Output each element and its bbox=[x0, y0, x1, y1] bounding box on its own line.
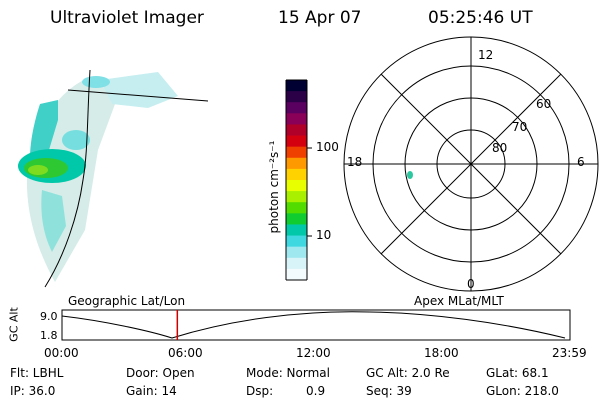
timeline-ytick-top: 9.0 bbox=[40, 310, 58, 323]
dsp-info-value: 0.9 bbox=[306, 384, 326, 398]
colorbar-segment bbox=[286, 113, 307, 125]
time-label: 05:25:46 UT bbox=[428, 8, 533, 28]
colorbar-segment bbox=[286, 135, 307, 148]
colorbar-tick-10: 10 bbox=[316, 228, 332, 242]
colorbar-unit-label: photon cm⁻²s⁻¹ bbox=[267, 140, 281, 234]
timeline-left-label: Geographic Lat/Lon bbox=[68, 294, 186, 308]
lat-label-70: 70 bbox=[512, 120, 528, 134]
polar-aurora-spot bbox=[407, 171, 413, 179]
mlt-label-6: 6 bbox=[577, 155, 585, 169]
glat-info: GLat: 68.1 bbox=[486, 366, 549, 380]
gain-info: Gain: 14 bbox=[126, 384, 177, 398]
colorbar-segment bbox=[286, 224, 307, 237]
timeline-xtick-3: 18:00 bbox=[424, 346, 459, 360]
colorbar-segment bbox=[286, 235, 307, 248]
date-label: 15 Apr 07 bbox=[278, 8, 362, 28]
altitude-timeline bbox=[61, 309, 571, 341]
glon-info: GLon: 218.0 bbox=[486, 384, 559, 398]
colorbar-segment bbox=[286, 246, 307, 259]
polar-grid bbox=[343, 36, 599, 292]
timeline-xtick-0: 00:00 bbox=[44, 346, 79, 360]
lat-label-80: 80 bbox=[492, 141, 508, 155]
colorbar-segment bbox=[286, 202, 307, 214]
timeline-xtick-1: 06:00 bbox=[168, 346, 203, 360]
mlt-label-18: 18 bbox=[347, 155, 363, 169]
timeline-ytick-bottom: 1.8 bbox=[40, 329, 58, 342]
colorbar-segment bbox=[286, 268, 307, 281]
door-info: Door: Open bbox=[126, 366, 195, 380]
colorbar-tick-100: 100 bbox=[316, 140, 339, 154]
seq-info: Seq: 39 bbox=[366, 384, 412, 398]
lat-label-60: 60 bbox=[536, 97, 552, 111]
colorbar-segment bbox=[286, 157, 307, 170]
colorbar-segment bbox=[286, 168, 307, 181]
mlt-label-0: 0 bbox=[467, 277, 475, 291]
mlt-label-12: 12 bbox=[478, 48, 494, 62]
timeline-right-label: Apex MLat/MLT bbox=[414, 294, 504, 308]
timeline-xtick-4: 23:59 bbox=[552, 346, 587, 360]
timeline-xtick-2: 12:00 bbox=[296, 346, 331, 360]
filter-info: Flt: LBHL bbox=[10, 366, 64, 380]
colorbar-segment bbox=[286, 191, 307, 203]
colorbar-segment bbox=[286, 80, 307, 92]
colorbar-segment bbox=[286, 91, 307, 103]
colorbar-segment bbox=[286, 257, 307, 270]
colorbar-segment bbox=[286, 146, 307, 159]
aurora-image bbox=[18, 69, 209, 288]
colorbar-segment bbox=[286, 124, 307, 137]
dsp-info-label: Dsp: bbox=[246, 384, 274, 398]
colorbar-segment bbox=[286, 180, 307, 192]
mode-info: Mode: Normal bbox=[246, 366, 330, 380]
ip-info: IP: 36.0 bbox=[10, 384, 56, 398]
gc-alt-info: GC Alt: 2.0 Re bbox=[366, 366, 450, 380]
instrument-title: Ultraviolet Imager bbox=[50, 8, 204, 28]
colorbar-segment bbox=[286, 213, 307, 225]
timeline-axis-title: GC Alt bbox=[7, 307, 21, 342]
colorbar-segment bbox=[286, 102, 307, 114]
colorbar bbox=[286, 80, 307, 281]
